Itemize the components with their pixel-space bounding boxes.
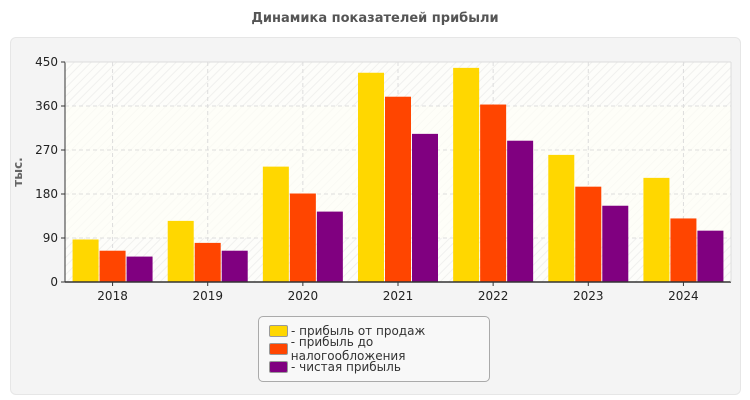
y-tick-label: 0 bbox=[50, 275, 58, 289]
bar-2023-2 bbox=[575, 186, 602, 282]
y-tick-label: 450 bbox=[35, 55, 58, 69]
legend-item: - прибыль от продаж bbox=[259, 322, 489, 340]
y-tick-label: 360 bbox=[35, 99, 58, 113]
y-tick-label: 270 bbox=[35, 143, 58, 157]
bar-2024-1 bbox=[643, 177, 670, 282]
legend-item: - чистая прибыль bbox=[259, 358, 489, 376]
y-axis-label: тыс. bbox=[11, 157, 25, 186]
bar-2021-2 bbox=[385, 96, 411, 282]
bar-2021-1 bbox=[358, 72, 384, 282]
bar-2022-1 bbox=[453, 67, 480, 282]
bar-2024-3 bbox=[697, 230, 724, 282]
x-tick-label: 2018 bbox=[97, 289, 128, 303]
legend: - прибыль от продаж - прибыль до налогооб… bbox=[258, 316, 490, 382]
bar-2023-3 bbox=[602, 205, 629, 282]
y-tick-label: 180 bbox=[35, 187, 58, 201]
y-tick-label: 90 bbox=[43, 231, 58, 245]
bar-2018-2 bbox=[99, 250, 126, 282]
legend-swatch bbox=[269, 361, 288, 373]
bar-2023-1 bbox=[548, 154, 575, 282]
bar-2019-2 bbox=[194, 242, 221, 282]
legend-item: - прибыль до налогообложения bbox=[259, 335, 489, 363]
bar-2020-3 bbox=[316, 211, 343, 282]
legend-label: - прибыль до налогообложения bbox=[290, 335, 406, 363]
bar-2019-3 bbox=[221, 250, 248, 282]
x-tick-label: 2021 bbox=[383, 289, 414, 303]
bar-2020-2 bbox=[289, 193, 316, 282]
chart-title: Динамика показателей прибыли bbox=[251, 11, 499, 26]
x-tick-label: 2022 bbox=[478, 289, 509, 303]
legend-label: - прибыль от продаж bbox=[291, 324, 426, 338]
bar-2020-1 bbox=[262, 166, 289, 282]
bar-2018-1 bbox=[72, 239, 99, 282]
bar-2019-1 bbox=[167, 220, 194, 282]
x-tick-label: 2019 bbox=[192, 289, 223, 303]
bar-2024-2 bbox=[670, 218, 697, 282]
bar-2018-3 bbox=[126, 256, 153, 282]
legend-label: - чистая прибыль bbox=[291, 360, 401, 374]
legend-swatch bbox=[269, 343, 288, 355]
x-tick-label: 2020 bbox=[288, 289, 319, 303]
bar-2022-3 bbox=[507, 140, 534, 282]
bar-2022-2 bbox=[480, 104, 507, 283]
legend-swatch bbox=[269, 325, 288, 337]
x-tick-label: 2024 bbox=[668, 289, 699, 303]
x-tick-label: 2023 bbox=[573, 289, 604, 303]
bar-2021-3 bbox=[412, 133, 438, 282]
